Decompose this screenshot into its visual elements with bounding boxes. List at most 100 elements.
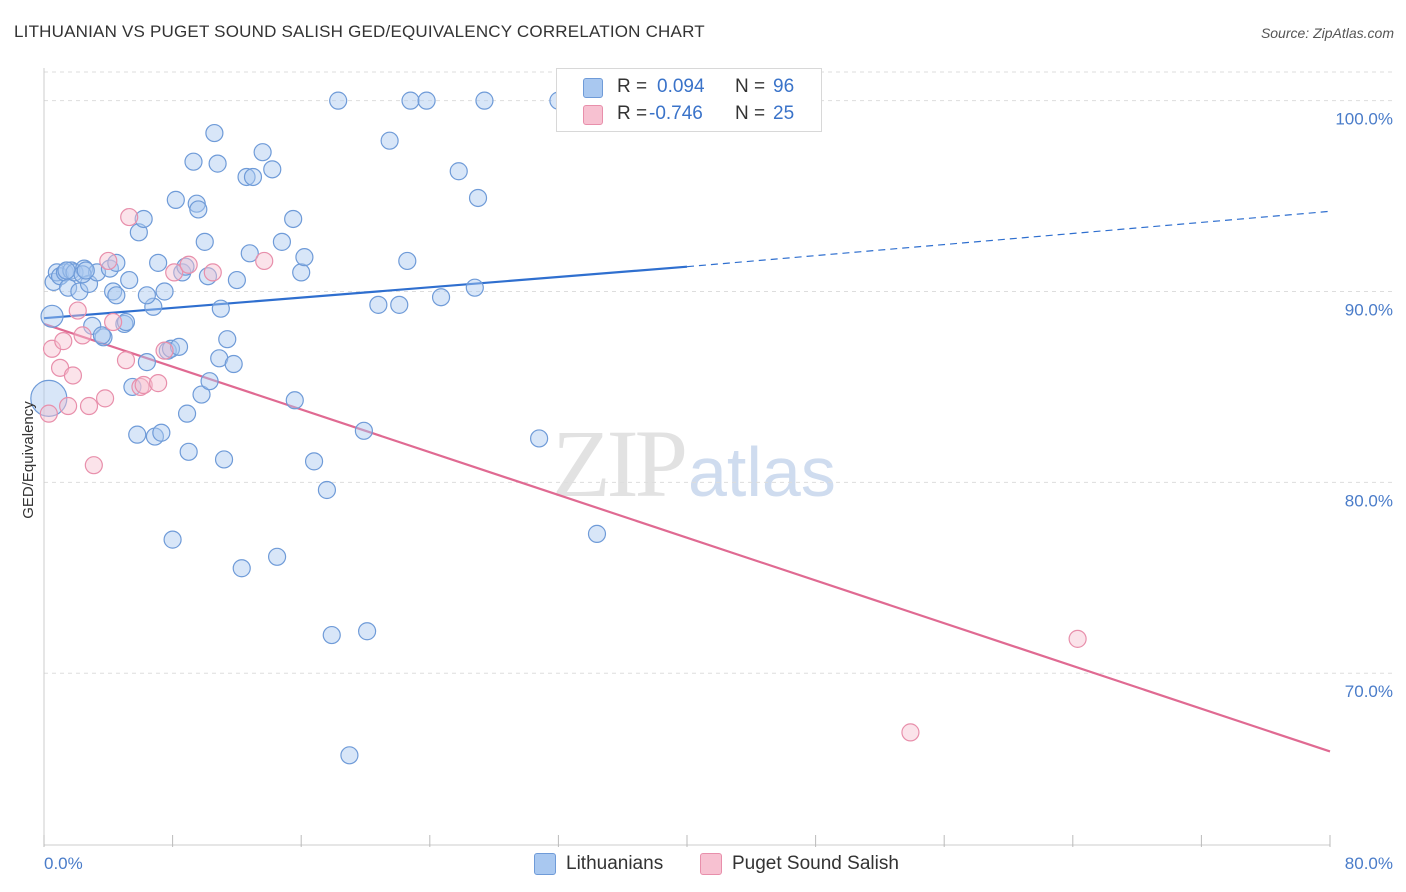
data-point: [84, 456, 103, 475]
data-point: [116, 312, 136, 332]
x-tick-label: 0.0%: [44, 854, 83, 873]
y-tick-label: 100.0%: [1335, 110, 1393, 129]
data-point: [73, 326, 92, 345]
data-point: [284, 209, 303, 229]
y-axis-label: GED/Equivalency: [20, 401, 37, 519]
data-point: [358, 622, 377, 641]
data-point: [285, 391, 304, 410]
data-point: [468, 188, 488, 208]
data-point: [176, 257, 195, 276]
data-point: [54, 332, 73, 351]
data-point: [369, 295, 388, 314]
data-point: [243, 167, 263, 187]
data-point: [401, 91, 420, 110]
data-point: [137, 286, 156, 305]
legend-n-label: N =: [735, 103, 766, 124]
data-point: [155, 341, 174, 360]
data-point: [68, 301, 87, 320]
data-point: [40, 304, 64, 328]
bottom-legend-label: Puget Sound Salish: [732, 853, 899, 874]
grid: [44, 71, 1392, 674]
legend-r-value: 0.094: [657, 76, 705, 97]
data-point: [144, 297, 163, 316]
data-point: [1068, 629, 1087, 648]
data-points: [30, 91, 1087, 765]
data-point: [390, 295, 409, 314]
legend-r-label: R =: [617, 103, 648, 124]
data-point: [253, 143, 272, 162]
legend-n-value: 25: [773, 103, 795, 124]
data-point: [465, 278, 484, 297]
data-point: [128, 425, 147, 444]
data-point: [30, 379, 68, 417]
data-point: [39, 404, 58, 423]
data-point: [272, 232, 292, 251]
axes: [43, 68, 1331, 847]
data-point: [255, 251, 274, 271]
data-point: [398, 251, 417, 271]
bottom-legend-swatch-puget-sound-salish: [700, 853, 722, 875]
data-point: [195, 232, 214, 251]
data-point: [131, 377, 150, 397]
data-point: [232, 559, 251, 578]
legend-r-value: -0.746: [649, 103, 703, 124]
trend-line-lithuanians: [43, 265, 688, 320]
data-point: [104, 312, 123, 332]
legend-n-value: 96: [773, 76, 795, 97]
data-point: [240, 244, 259, 263]
legend-r-label: R =: [617, 76, 648, 97]
data-point: [166, 190, 185, 209]
data-point: [449, 162, 468, 181]
axis-labels: 70.0% 80.0% 90.0% 100.0% 0.0% 80.0% GED/Equiva…: [20, 110, 1393, 873]
data-point: [163, 530, 182, 549]
data-point: [205, 123, 224, 143]
data-point: [304, 452, 324, 471]
data-point: [92, 326, 111, 345]
data-point: [227, 270, 246, 290]
data-point: [63, 366, 83, 385]
trend-line-extension: [686, 210, 1331, 268]
data-point: [129, 223, 148, 242]
data-point: [99, 251, 118, 271]
y-tick-label: 80.0%: [1345, 491, 1393, 510]
legend-swatch-puget-sound-salish: [583, 105, 603, 125]
data-point: [184, 152, 203, 171]
data-point: [218, 330, 237, 349]
data-point: [295, 248, 314, 267]
data-point: [149, 374, 168, 393]
legend-swatch-lithuanians: [583, 78, 603, 98]
data-point: [200, 372, 219, 391]
data-point: [189, 200, 208, 219]
x-tick-label: 80.0%: [1345, 854, 1393, 873]
data-point: [165, 263, 184, 282]
data-point: [214, 450, 234, 469]
data-point: [380, 131, 399, 150]
chart-title: LITHUANIAN VS PUGET SOUND SALISH GED/EQU…: [14, 22, 705, 41]
data-point: [530, 429, 549, 448]
data-point: [107, 286, 126, 305]
data-point: [76, 261, 95, 280]
watermark: ZIPatlas: [552, 408, 836, 519]
data-point: [57, 261, 76, 280]
data-point: [152, 423, 171, 442]
data-point: [134, 375, 153, 395]
data-point: [224, 354, 243, 374]
data-point: [354, 421, 373, 440]
data-point: [211, 299, 230, 318]
data-point: [208, 154, 227, 173]
data-point: [95, 389, 115, 408]
series-lithuanians: [30, 91, 618, 765]
data-point: [192, 385, 211, 404]
y-tick-label: 90.0%: [1345, 300, 1393, 319]
source-label: Source: ZipAtlas.com: [1260, 25, 1394, 41]
watermark-zip: ZIP: [552, 410, 688, 517]
trend-lines: [43, 210, 1331, 753]
data-point: [901, 723, 920, 742]
data-point: [587, 524, 607, 543]
data-point: [120, 207, 139, 227]
bottom-legend-swatch-lithuanians: [534, 853, 556, 875]
series-puget-sound-salish: [39, 207, 1087, 742]
data-point: [134, 209, 153, 229]
data-point: [116, 351, 136, 370]
data-point: [317, 480, 337, 500]
